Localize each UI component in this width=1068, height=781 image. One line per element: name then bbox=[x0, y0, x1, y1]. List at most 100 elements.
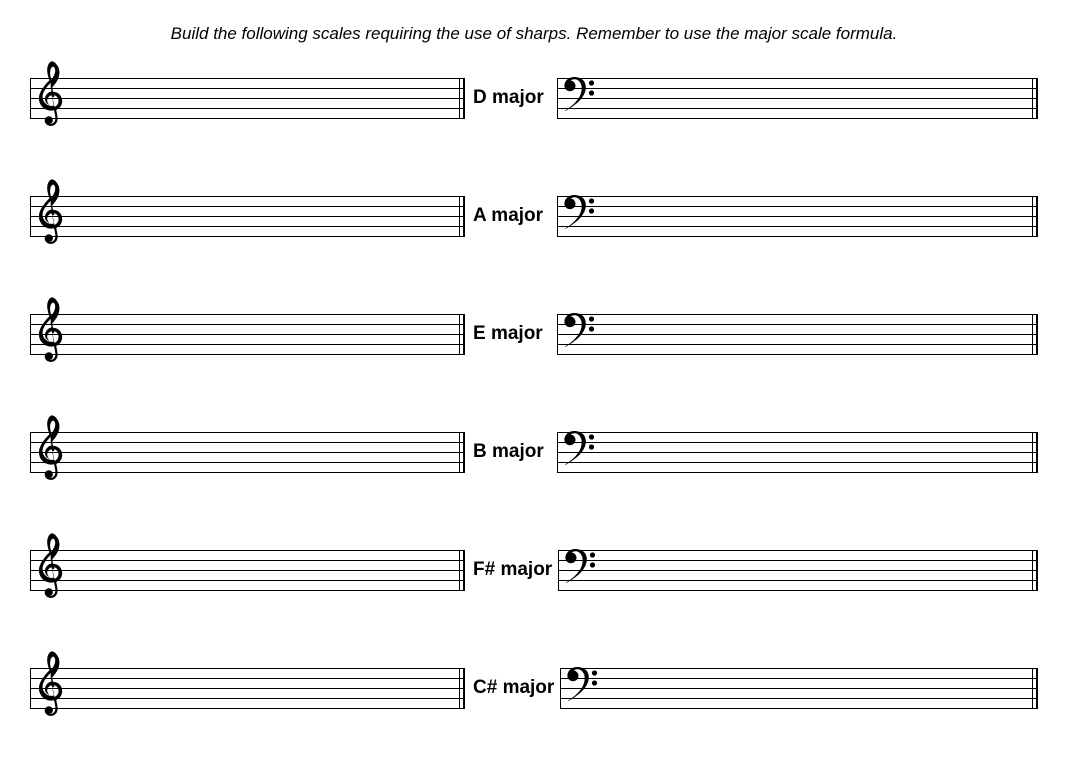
staff-line bbox=[30, 580, 465, 581]
treble-clef-icon bbox=[36, 415, 66, 489]
staff-line bbox=[557, 118, 1038, 119]
staff-row: A major bbox=[30, 190, 1038, 242]
barline bbox=[1036, 432, 1038, 472]
staff-lines bbox=[30, 78, 465, 118]
staff-line bbox=[557, 452, 1038, 453]
barline bbox=[1032, 78, 1033, 118]
bass-clef bbox=[563, 313, 597, 355]
treble-clef bbox=[36, 61, 66, 135]
instruction-text: Build the following scales requiring the… bbox=[30, 24, 1038, 44]
treble-staff bbox=[30, 314, 465, 354]
staff-line bbox=[557, 344, 1038, 345]
staff-line bbox=[557, 462, 1038, 463]
bass-clef-icon bbox=[563, 195, 597, 237]
treble-clef-icon bbox=[36, 61, 66, 135]
staff-line bbox=[30, 324, 465, 325]
staff-lines bbox=[560, 668, 1038, 708]
staff-line bbox=[30, 462, 465, 463]
staff-row: B major bbox=[30, 426, 1038, 478]
barline bbox=[1036, 550, 1038, 590]
staff-line bbox=[30, 678, 465, 679]
staff-line bbox=[558, 590, 1038, 591]
staff-line bbox=[557, 472, 1038, 473]
barline bbox=[459, 78, 460, 118]
staff-line bbox=[30, 98, 465, 99]
staff-line bbox=[30, 216, 465, 217]
staff-line bbox=[558, 580, 1038, 581]
bass-clef bbox=[566, 667, 600, 709]
staff-lines bbox=[557, 78, 1038, 118]
barline bbox=[560, 668, 561, 708]
staff-rows-container: D major A major E major B major F# major bbox=[30, 72, 1038, 714]
barline bbox=[459, 668, 460, 708]
barline bbox=[557, 78, 558, 118]
barline bbox=[1032, 314, 1033, 354]
staff-line bbox=[557, 88, 1038, 89]
barline bbox=[30, 196, 31, 236]
treble-clef bbox=[36, 533, 66, 607]
treble-clef bbox=[36, 651, 66, 725]
staff-line bbox=[558, 560, 1038, 561]
staff-line bbox=[30, 688, 465, 689]
staff-line bbox=[560, 688, 1038, 689]
scale-label: F# major bbox=[465, 559, 558, 581]
staff-line bbox=[30, 78, 465, 79]
barline bbox=[463, 78, 465, 118]
staff-line bbox=[558, 550, 1038, 551]
treble-staff bbox=[30, 432, 465, 472]
staff-line bbox=[557, 324, 1038, 325]
barline bbox=[30, 668, 31, 708]
barline bbox=[463, 314, 465, 354]
bass-clef bbox=[563, 195, 597, 237]
bass-staff bbox=[558, 550, 1038, 590]
bass-staff bbox=[557, 314, 1038, 354]
staff-line bbox=[557, 432, 1038, 433]
staff-line bbox=[30, 590, 465, 591]
barline bbox=[1036, 78, 1038, 118]
staff-line bbox=[558, 570, 1038, 571]
staff-line bbox=[30, 560, 465, 561]
barline bbox=[459, 314, 460, 354]
staff-line bbox=[557, 314, 1038, 315]
staff-lines bbox=[558, 550, 1038, 590]
staff-lines bbox=[30, 432, 465, 472]
staff-line bbox=[30, 196, 465, 197]
staff-line bbox=[30, 472, 465, 473]
staff-line bbox=[30, 118, 465, 119]
barline bbox=[30, 78, 31, 118]
staff-line bbox=[557, 442, 1038, 443]
staff-line bbox=[30, 226, 465, 227]
barline bbox=[1036, 314, 1038, 354]
barline bbox=[1032, 432, 1033, 472]
staff-line bbox=[30, 344, 465, 345]
staff-line bbox=[557, 226, 1038, 227]
staff-lines bbox=[30, 550, 465, 590]
staff-line bbox=[30, 442, 465, 443]
bass-clef-icon bbox=[566, 667, 600, 709]
staff-row: C# major bbox=[30, 662, 1038, 714]
barline bbox=[1036, 668, 1038, 708]
staff-line bbox=[557, 354, 1038, 355]
scale-label: D major bbox=[465, 87, 557, 109]
staff-line bbox=[30, 236, 465, 237]
barline bbox=[557, 196, 558, 236]
staff-line bbox=[557, 236, 1038, 237]
scale-label: C# major bbox=[465, 677, 560, 699]
barline bbox=[463, 432, 465, 472]
scale-label: A major bbox=[465, 205, 557, 227]
treble-clef bbox=[36, 297, 66, 371]
treble-clef-icon bbox=[36, 179, 66, 253]
bass-clef bbox=[563, 431, 597, 473]
treble-clef-icon bbox=[36, 297, 66, 371]
barline bbox=[459, 196, 460, 236]
bass-clef-icon bbox=[563, 77, 597, 119]
staff-line bbox=[30, 88, 465, 89]
barline bbox=[1032, 550, 1033, 590]
scale-label: E major bbox=[465, 323, 557, 345]
staff-lines bbox=[30, 314, 465, 354]
staff-line bbox=[557, 196, 1038, 197]
bass-staff bbox=[560, 668, 1038, 708]
barline bbox=[557, 432, 558, 472]
staff-line bbox=[557, 334, 1038, 335]
barline bbox=[30, 550, 31, 590]
